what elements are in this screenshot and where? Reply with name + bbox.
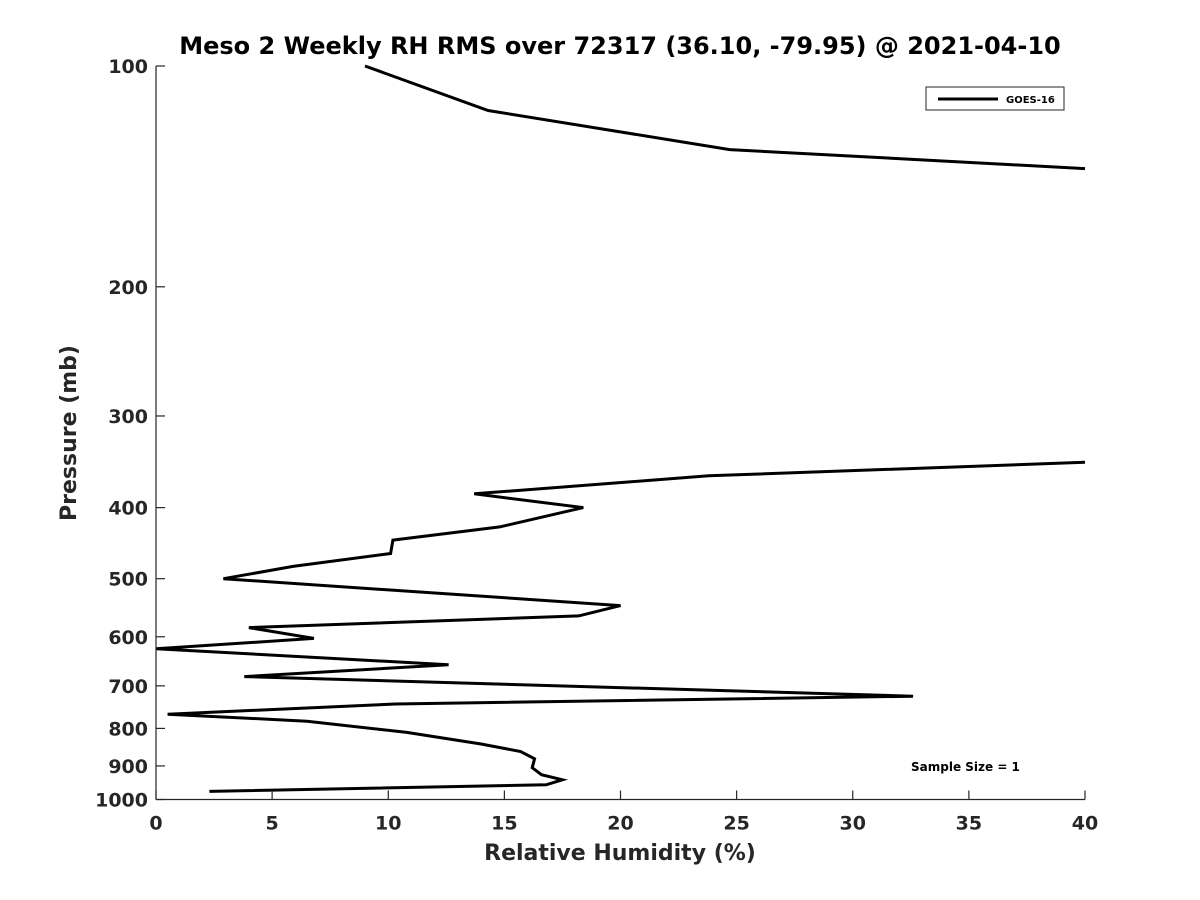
legend-label-goes-16: GOES-16 (1006, 95, 1055, 106)
y-tick-label-700: 700 (108, 676, 148, 698)
plot-lines (155, 64, 1086, 793)
y-tick-label-100: 100 (108, 56, 148, 78)
y-tick-label-300: 300 (108, 406, 148, 428)
y-axis-ticks: 100 200 300 400 500 600 700 800 900 1000 (95, 56, 165, 812)
x-tick-label-30: 30 (840, 813, 866, 835)
x-tick-label-10: 10 (375, 813, 401, 835)
x-axis-label: Relative Humidity (%) (484, 841, 756, 866)
x-tick-label-40: 40 (1072, 813, 1098, 835)
x-tick-label-15: 15 (491, 813, 517, 835)
y-tick-label-900: 900 (108, 756, 148, 778)
series-line-goes-16-segment-1 (364, 64, 1086, 171)
x-tick-label-20: 20 (607, 813, 633, 835)
y-tick-label-400: 400 (108, 498, 148, 520)
legend: GOES-16 (925, 86, 1065, 111)
series-line-goes-16-segment-2 (155, 460, 1086, 793)
y-tick-label-200: 200 (108, 277, 148, 299)
y-axis-label: Pressure (mb) (57, 345, 82, 521)
y-tick-label-1000: 1000 (95, 790, 148, 812)
chart-title: Meso 2 Weekly RH RMS over 72317 (36.10, … (179, 32, 1061, 60)
y-tick-label-500: 500 (108, 569, 148, 591)
x-tick-label-35: 35 (956, 813, 982, 835)
x-tick-label-5: 5 (266, 813, 279, 835)
y-tick-label-800: 800 (108, 718, 148, 740)
x-tick-label-0: 0 (149, 813, 162, 835)
y-tick-label-600: 600 (108, 627, 148, 649)
x-axis-ticks: 0 5 10 15 20 25 30 35 40 (149, 790, 1098, 835)
sample-size-annotation: Sample Size = 1 (911, 760, 1020, 774)
x-tick-label-25: 25 (723, 813, 749, 835)
